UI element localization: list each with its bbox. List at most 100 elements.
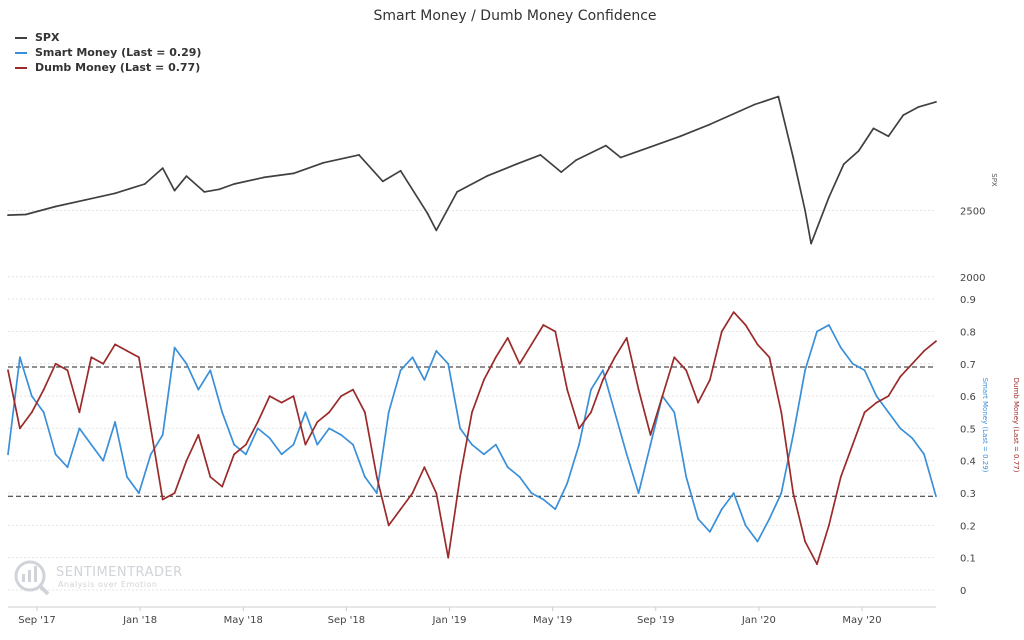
spx-point [619,156,622,159]
smart-money-point [233,443,236,446]
smart-money-point [709,530,711,533]
dumb-money-point [923,350,925,352]
spx-point [426,212,429,215]
smart-money-point [316,443,319,446]
legend-swatch-spx [15,37,27,39]
dumb-money-point [185,459,188,462]
legend-item-smart-money[interactable]: Smart Money (Last = 0.29) [15,45,201,60]
confidence-tick-label: 0.7 [960,360,976,371]
spx-point [233,183,236,185]
smart-money-point [756,540,759,543]
dumb-money-point [828,524,830,527]
spx-point [604,144,607,147]
spx-point [738,110,741,112]
smart-money-point [554,508,557,511]
y-axis-ticks: 2000 2500 0 0.1 0.2 0.3 0.4 0.5 0.6 0.7 0.8 0.9 [960,207,985,598]
dumb-money-point [685,369,688,372]
legend-item-spx[interactable]: SPX [15,30,201,45]
dumb-money-point [197,434,200,436]
dumb-money-point [709,379,711,381]
dumb-money-point [161,498,164,501]
smart-money-point [875,395,878,397]
dumb-money-point [554,330,557,333]
dumb-money-point [637,388,640,391]
dumb-money-point [221,485,224,488]
smart-money-point [173,346,176,349]
x-tick-label: Jan '20 [741,615,776,626]
smart-money-point [364,476,366,478]
spx-point [917,106,920,108]
spx-point [358,154,360,156]
spx-point [185,175,188,178]
x-tick-label: Sep '18 [328,615,366,626]
smart-money-point [411,356,414,359]
chart-title: Smart Money / Dumb Money Confidence [373,8,656,24]
spx-point [649,146,652,148]
spx-point [902,114,905,116]
smart-money-point [280,453,283,456]
legend-item-dumb-money[interactable]: Dumb Money (Last = 0.77) [15,60,201,75]
confidence-tick-label: 0.1 [960,554,976,565]
smart-money-point [649,443,652,446]
dumb-money-point [887,395,890,397]
smart-money-point [447,362,450,365]
dumb-money-point [42,388,45,391]
confidence-tick-label: 0.9 [960,295,976,306]
smart-money-point [935,495,937,498]
dumb-money-point [542,324,545,326]
smart-money-point [54,453,57,456]
smart-money-point [114,421,116,423]
confidence-tick-label: 0.6 [960,392,976,403]
smart-money-point [685,476,688,478]
dumb-money-point [54,362,57,365]
spx-point [679,135,682,138]
smart-money-point [542,498,545,501]
dumb-money-point [661,395,664,397]
x-tick-label: Sep '17 [18,615,56,626]
smart-money-point [66,466,69,469]
confidence-tick-label: 0.8 [960,327,976,338]
smart-money-point [399,369,402,372]
dumb-money-point [209,476,212,478]
confidence-tick-label: 0 [960,586,966,597]
dumb-money-point [471,411,473,414]
watermark-brand: SENTIMENTRADER [56,565,183,580]
smart-money-point [30,395,33,397]
spx-point [435,229,438,232]
dumb-money-point [720,330,723,333]
spx-point [292,172,295,175]
dumb-money-point [613,356,616,359]
spx-point [842,163,845,166]
threshold-lines [8,366,936,497]
smart-money-point [185,362,188,365]
dumb-money-point [780,411,783,414]
dumb-money-point [78,411,81,414]
dumb-money-point [851,443,854,446]
legend-swatch-dumb-money [15,67,27,69]
dumb-money-point [768,356,771,359]
smart-money-point [744,524,747,527]
spx-point [804,209,806,212]
dumb-money-point [173,492,176,494]
spx-tick-label: 2500 [960,207,985,218]
confidence-tick-label: 0.2 [960,521,976,532]
spx-tick-label: 2000 [960,273,985,284]
smart-money-point [851,362,854,365]
dumb-money-point [911,362,914,365]
dumb-money-point [935,340,937,343]
smart-money-point [245,453,247,456]
dumb-money-point [578,427,580,430]
dumb-money-point [875,401,878,404]
smart-money-point [328,427,331,430]
smart-money-point [816,330,818,333]
smart-money-point [625,453,628,456]
legend-swatch-smart-money [15,52,27,54]
spx-line [7,95,937,245]
spx-point [935,101,937,103]
spx-point [143,183,146,185]
x-tick-label: Sep '19 [637,615,675,626]
smart-money-point [149,453,152,456]
dumb-money-point [256,421,259,423]
smart-money-point [256,427,259,430]
